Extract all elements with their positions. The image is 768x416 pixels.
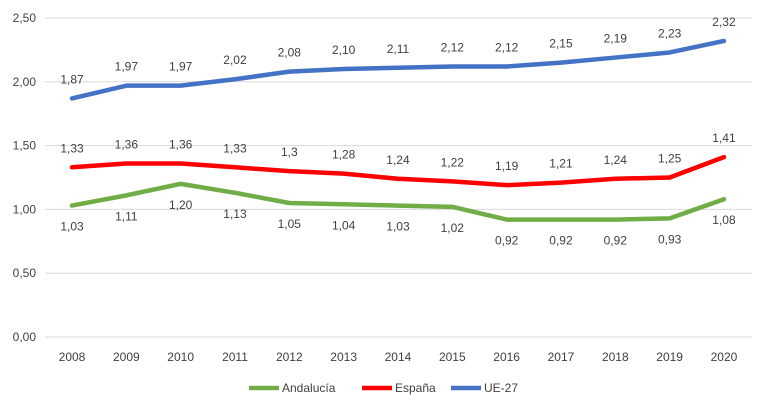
x-tick-label: 2010 [167,350,194,364]
data-label: 1,08 [712,213,736,227]
x-tick-label: 2020 [711,350,738,364]
data-label: 1,22 [441,155,465,169]
y-tick-label: 1,00 [13,202,37,216]
data-label: 1,11 [115,209,138,223]
legend-label: Andalucía [282,381,336,395]
data-label: 2,12 [441,40,465,54]
y-tick-label: 0,00 [13,330,37,344]
data-label: 0,92 [604,234,628,248]
data-label: 1,97 [169,60,193,74]
y-tick-label: 2,50 [13,11,37,25]
series-line-andalucía [69,181,727,222]
x-tick-label: 2016 [493,350,520,364]
data-label: 1,25 [658,152,682,166]
data-label: 2,19 [604,32,628,46]
data-label: 1,03 [60,220,84,234]
x-tick-label: 2009 [113,350,140,364]
data-label: 1,19 [495,159,519,173]
data-label: 1,24 [604,153,628,167]
x-tick-label: 2019 [656,350,683,364]
legend-label: UE-27 [484,381,518,395]
series-line-españa [69,154,727,188]
data-label: 2,23 [658,26,682,40]
x-tick-label: 2014 [385,350,412,364]
data-label: 2,02 [223,53,247,67]
data-label: 2,32 [712,15,736,29]
data-label: 1,21 [549,157,573,171]
x-tick-label: 2012 [276,350,303,364]
data-label: 2,15 [549,37,573,51]
data-label: 2,10 [332,43,356,57]
data-label: 1,04 [332,218,356,232]
data-label: 2,12 [495,40,519,54]
y-tick-label: 2,00 [13,75,37,89]
data-label: 1,02 [441,221,465,235]
data-label: 1,33 [223,141,247,155]
x-tick-label: 2008 [59,350,86,364]
data-label: 1,20 [169,198,193,212]
data-label: 1,41 [712,131,736,145]
x-tick-label: 2017 [548,350,575,364]
data-label: 0,92 [549,234,573,248]
legend-label: España [395,381,436,395]
data-label: 0,92 [495,234,519,248]
data-label: 1,36 [115,137,139,151]
x-tick-label: 2013 [330,350,357,364]
data-label: 1,03 [386,220,410,234]
y-tick-label: 0,50 [13,266,37,280]
data-label: 2,11 [387,42,410,56]
data-label: 2,08 [278,46,302,60]
x-tick-label: 2011 [222,350,248,364]
data-label: 1,28 [332,148,356,162]
data-label: 1,33 [60,141,84,155]
data-label: 1,13 [223,207,247,221]
x-tick-label: 2015 [439,350,466,364]
y-tick-label: 1,50 [13,139,37,153]
data-label: 1,3 [281,145,298,159]
x-tick-label: 2018 [602,350,629,364]
data-label: 0,93 [658,232,682,246]
data-label: 1,87 [60,72,84,86]
data-label: 1,97 [115,60,139,74]
data-label: 1,05 [278,217,302,231]
data-label: 1,24 [386,153,410,167]
series-line-ue-27 [69,38,727,101]
data-label: 1,36 [169,137,193,151]
